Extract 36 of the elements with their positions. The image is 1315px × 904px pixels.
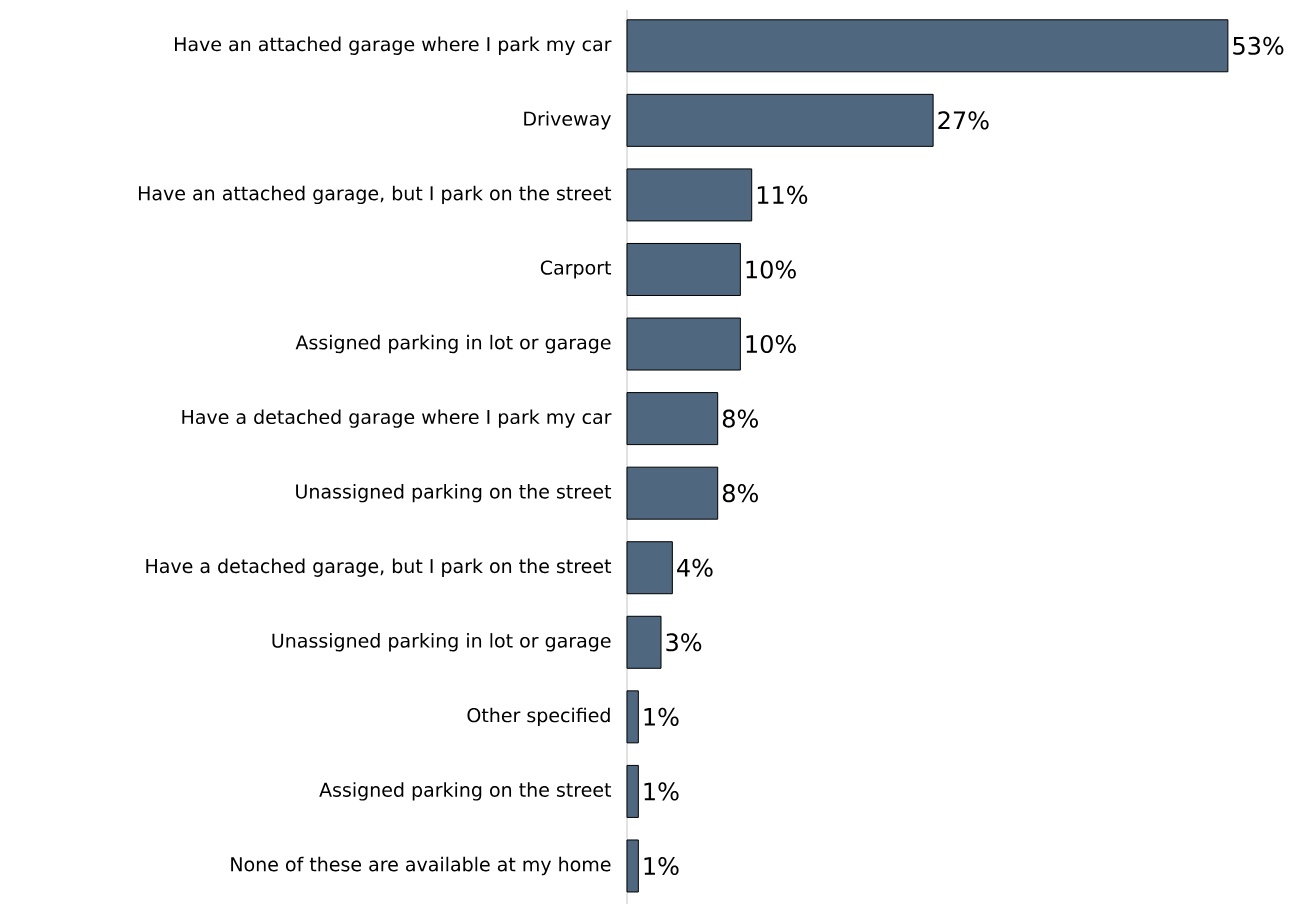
bar xyxy=(626,317,741,371)
data-label: 8% xyxy=(722,409,758,428)
bar xyxy=(626,615,662,669)
bar xyxy=(626,242,741,296)
bar xyxy=(626,392,719,446)
data-label: 8% xyxy=(722,484,758,503)
data-label: 4% xyxy=(677,558,713,577)
data-label: 1% xyxy=(644,856,679,876)
y-tick-label: Have a detached garage where I park my car xyxy=(182,409,612,428)
y-tick-label: Driveway xyxy=(524,111,611,130)
bar xyxy=(626,19,1229,73)
bar xyxy=(626,839,639,893)
bar xyxy=(626,690,639,744)
y-tick-label: Have an attached garage where I park my car xyxy=(175,36,612,55)
data-label: 1% xyxy=(644,707,679,726)
y-tick-label: Assigned parking in lot or garage xyxy=(295,334,611,354)
y-tick-label: Unassigned parking in lot or garage xyxy=(272,633,611,652)
y-tick-label: Assigned parking on the street xyxy=(319,782,612,801)
y-tick-label: Carport xyxy=(540,260,612,279)
y-tick-label: Unassigned parking on the street xyxy=(296,483,612,503)
bar xyxy=(626,466,719,520)
y-tick-label: Other specified xyxy=(467,707,610,727)
data-label: 1% xyxy=(644,782,679,801)
data-label: 10% xyxy=(746,260,796,279)
y-tick-label: Have an attached garage, but I park on the street xyxy=(138,185,612,205)
data-label: 53% xyxy=(1233,36,1284,55)
y-tick-label: Have a detached garage, but I park on the street xyxy=(146,558,612,577)
bar xyxy=(626,764,639,818)
y-tick-label: None of these are available at my home xyxy=(231,856,611,876)
data-label: 3% xyxy=(666,633,702,652)
data-label: 27% xyxy=(938,111,989,130)
data-label: 11% xyxy=(757,185,808,204)
bar xyxy=(626,541,673,595)
data-label: 10% xyxy=(746,334,796,354)
bar xyxy=(626,168,753,222)
bar xyxy=(626,93,934,147)
